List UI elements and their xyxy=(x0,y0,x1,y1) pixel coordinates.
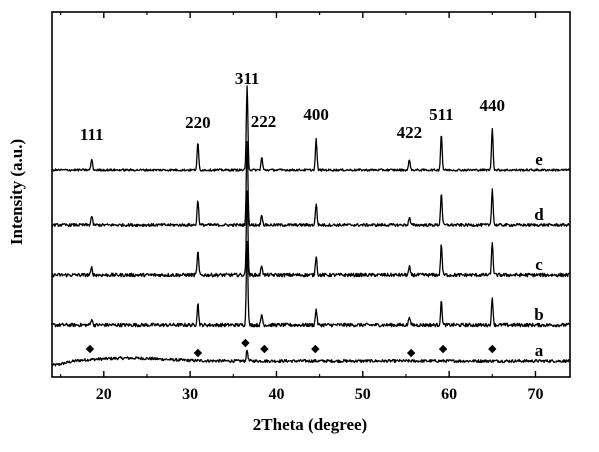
axes: 20 30 40 50 60 70 xyxy=(51,11,571,403)
diamond-marker xyxy=(193,348,203,358)
peak-label: 511 xyxy=(429,105,454,124)
peak-labels: 111 220 311 222 400 422 511 440 xyxy=(80,69,505,144)
peak-label: 400 xyxy=(303,105,329,124)
series-layer xyxy=(51,85,571,367)
peak-label: 222 xyxy=(251,112,277,131)
diamond-marker xyxy=(406,348,416,358)
peak-label: 440 xyxy=(480,96,506,115)
series-line-d xyxy=(51,141,571,228)
series-label-c: c xyxy=(535,255,543,274)
x-tick-label: 40 xyxy=(268,386,284,403)
x-axis-label: 2Theta (degree) xyxy=(253,415,367,434)
diamond-marker xyxy=(260,344,269,354)
series-label-a: a xyxy=(535,341,544,360)
diamond-marker xyxy=(438,344,448,354)
y-axis-label: Intensity (a.u.) xyxy=(7,139,26,245)
series-label-e: e xyxy=(535,150,543,169)
series-line-a xyxy=(51,349,571,367)
x-tick-label: 20 xyxy=(96,386,112,403)
diamond-marker xyxy=(311,344,320,354)
series-labels: ab c d e xyxy=(534,150,544,360)
series-line-b xyxy=(51,240,571,328)
peak-label: 111 xyxy=(80,125,104,144)
peak-label: 311 xyxy=(235,69,260,88)
diamond-marker xyxy=(488,344,497,354)
diamond-marker xyxy=(85,344,95,354)
peak-label: 422 xyxy=(397,123,423,142)
diamond-marker xyxy=(241,338,250,348)
series-label-d: d xyxy=(534,205,544,224)
diamond-markers xyxy=(85,338,497,358)
peak-label: 220 xyxy=(185,113,211,132)
series-line-e xyxy=(51,85,571,172)
x-tick-label: 70 xyxy=(527,386,543,403)
series-line-c xyxy=(51,190,571,278)
series-label-b: b xyxy=(534,305,543,324)
plot-frame xyxy=(51,11,571,378)
x-tick-label: 50 xyxy=(355,386,371,403)
x-tick-label: 30 xyxy=(182,386,198,403)
x-tick-label: 60 xyxy=(441,386,457,403)
